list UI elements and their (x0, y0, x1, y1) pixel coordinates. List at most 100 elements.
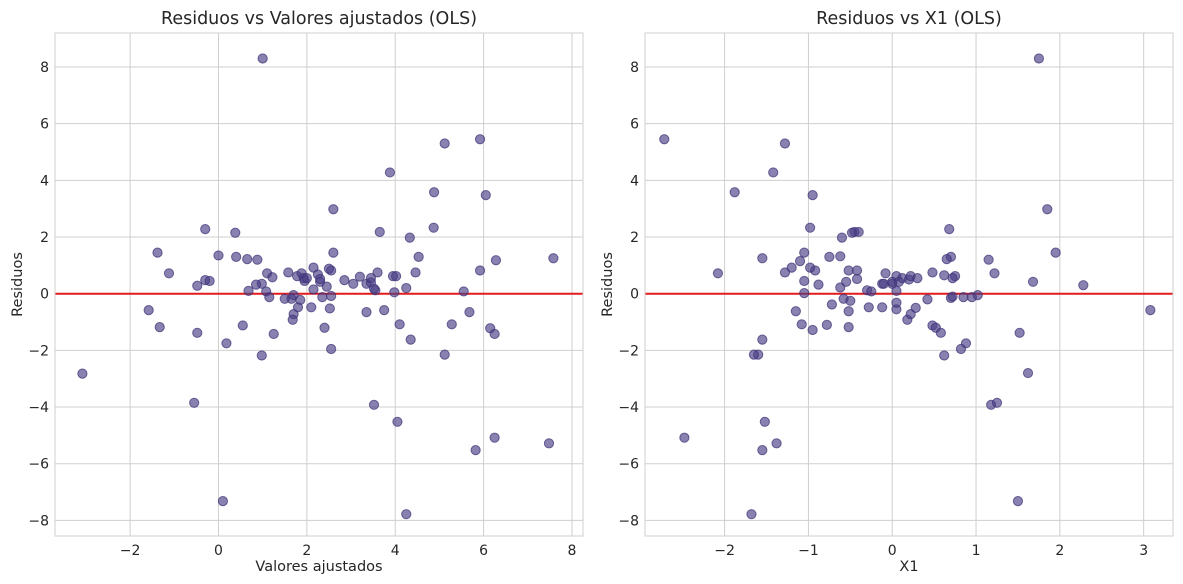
data-point (989, 268, 1000, 279)
data-point (851, 273, 863, 285)
data-point (935, 327, 946, 338)
data-point (368, 399, 380, 410)
data-point (354, 271, 365, 282)
data-point (237, 320, 248, 331)
data-point (757, 445, 768, 456)
data-point (1012, 496, 1024, 507)
data-point (428, 187, 440, 198)
data-point (543, 438, 555, 449)
y-tick-label: −4 (618, 400, 639, 416)
y-tick-label: 6 (630, 117, 639, 133)
x-tick-labels: −2 −1 0 1 2 3 (714, 543, 1148, 559)
y-tick-label: 6 (40, 117, 49, 133)
x-tick-label: −2 (120, 543, 141, 559)
gridlines (645, 33, 1173, 536)
x-tick-label: 6 (479, 543, 488, 559)
data-point (287, 314, 298, 325)
data-point (955, 343, 967, 355)
data-point (805, 222, 816, 233)
data-point (1145, 305, 1156, 316)
data-point (1042, 204, 1053, 215)
data-point (1014, 327, 1025, 338)
data-point (807, 189, 818, 201)
y-tick-labels: −8 −6 −4 −2 0 2 4 6 8 (618, 60, 639, 529)
data-point (771, 438, 782, 449)
data-point (446, 319, 457, 330)
plot-frame (54, 32, 584, 537)
y-tick-label: 8 (40, 60, 49, 76)
data-point (394, 319, 405, 330)
data-point (877, 302, 888, 313)
data-point (939, 270, 950, 281)
x-tick-label: 0 (214, 543, 223, 559)
data-point (779, 138, 791, 149)
data-point (365, 273, 377, 284)
data-point (746, 509, 757, 520)
data-point (401, 509, 412, 520)
data-point (807, 324, 818, 336)
data-point (231, 251, 242, 262)
data-point (221, 338, 232, 349)
data-point (308, 284, 319, 295)
data-point (372, 267, 383, 278)
data-point (283, 267, 294, 278)
data-point (192, 280, 203, 291)
data-point (891, 297, 902, 308)
data-point (824, 251, 835, 262)
data-point (958, 292, 969, 303)
data-point (464, 307, 475, 318)
data-point (428, 222, 439, 233)
data-point (843, 265, 854, 276)
data-point (230, 227, 241, 238)
data-point (813, 279, 824, 290)
y-tick-label: 8 (630, 60, 639, 76)
data-point (339, 275, 350, 286)
data-point (391, 271, 402, 282)
data-point (768, 167, 779, 178)
y-tick-label: 2 (40, 230, 49, 246)
data-point (845, 295, 856, 306)
data-point (851, 265, 863, 276)
data-point (1027, 276, 1039, 287)
data-point (790, 306, 801, 317)
data-point (944, 223, 955, 235)
data-point (991, 397, 1003, 408)
points (659, 53, 1156, 520)
data-point (301, 273, 312, 284)
data-point (389, 287, 400, 298)
data-point (306, 302, 317, 313)
y-tick-label: −6 (618, 457, 639, 473)
y-tick-labels: −8 −6 −4 −2 0 2 4 6 8 (28, 60, 49, 529)
data-point (786, 262, 797, 273)
y-tick-label: −8 (618, 513, 639, 529)
data-point (77, 368, 88, 379)
data-point (379, 305, 390, 316)
data-point (268, 328, 279, 340)
data-point (328, 204, 339, 215)
data-point (939, 350, 950, 361)
data-point (853, 226, 864, 238)
x-tick-label: 8 (567, 543, 576, 559)
y-tick-label: −2 (28, 343, 49, 359)
data-point (267, 272, 278, 283)
data-point (843, 322, 854, 333)
data-point (489, 432, 500, 443)
data-point (474, 134, 486, 145)
data-point (326, 290, 337, 302)
data-point (941, 254, 952, 265)
data-point (328, 247, 339, 258)
data-point (659, 134, 670, 145)
data-point (947, 291, 958, 302)
data-point (401, 282, 412, 294)
y-tick-label: 0 (40, 287, 49, 303)
data-point (866, 286, 877, 297)
data-point (757, 253, 768, 264)
data-point (321, 281, 332, 292)
data-point (1033, 53, 1045, 64)
y-axis-label: Residuos (600, 252, 616, 317)
data-point (292, 302, 304, 313)
data-point (799, 247, 810, 258)
data-point (404, 232, 415, 243)
data-point (548, 253, 559, 264)
data-point (891, 285, 902, 296)
